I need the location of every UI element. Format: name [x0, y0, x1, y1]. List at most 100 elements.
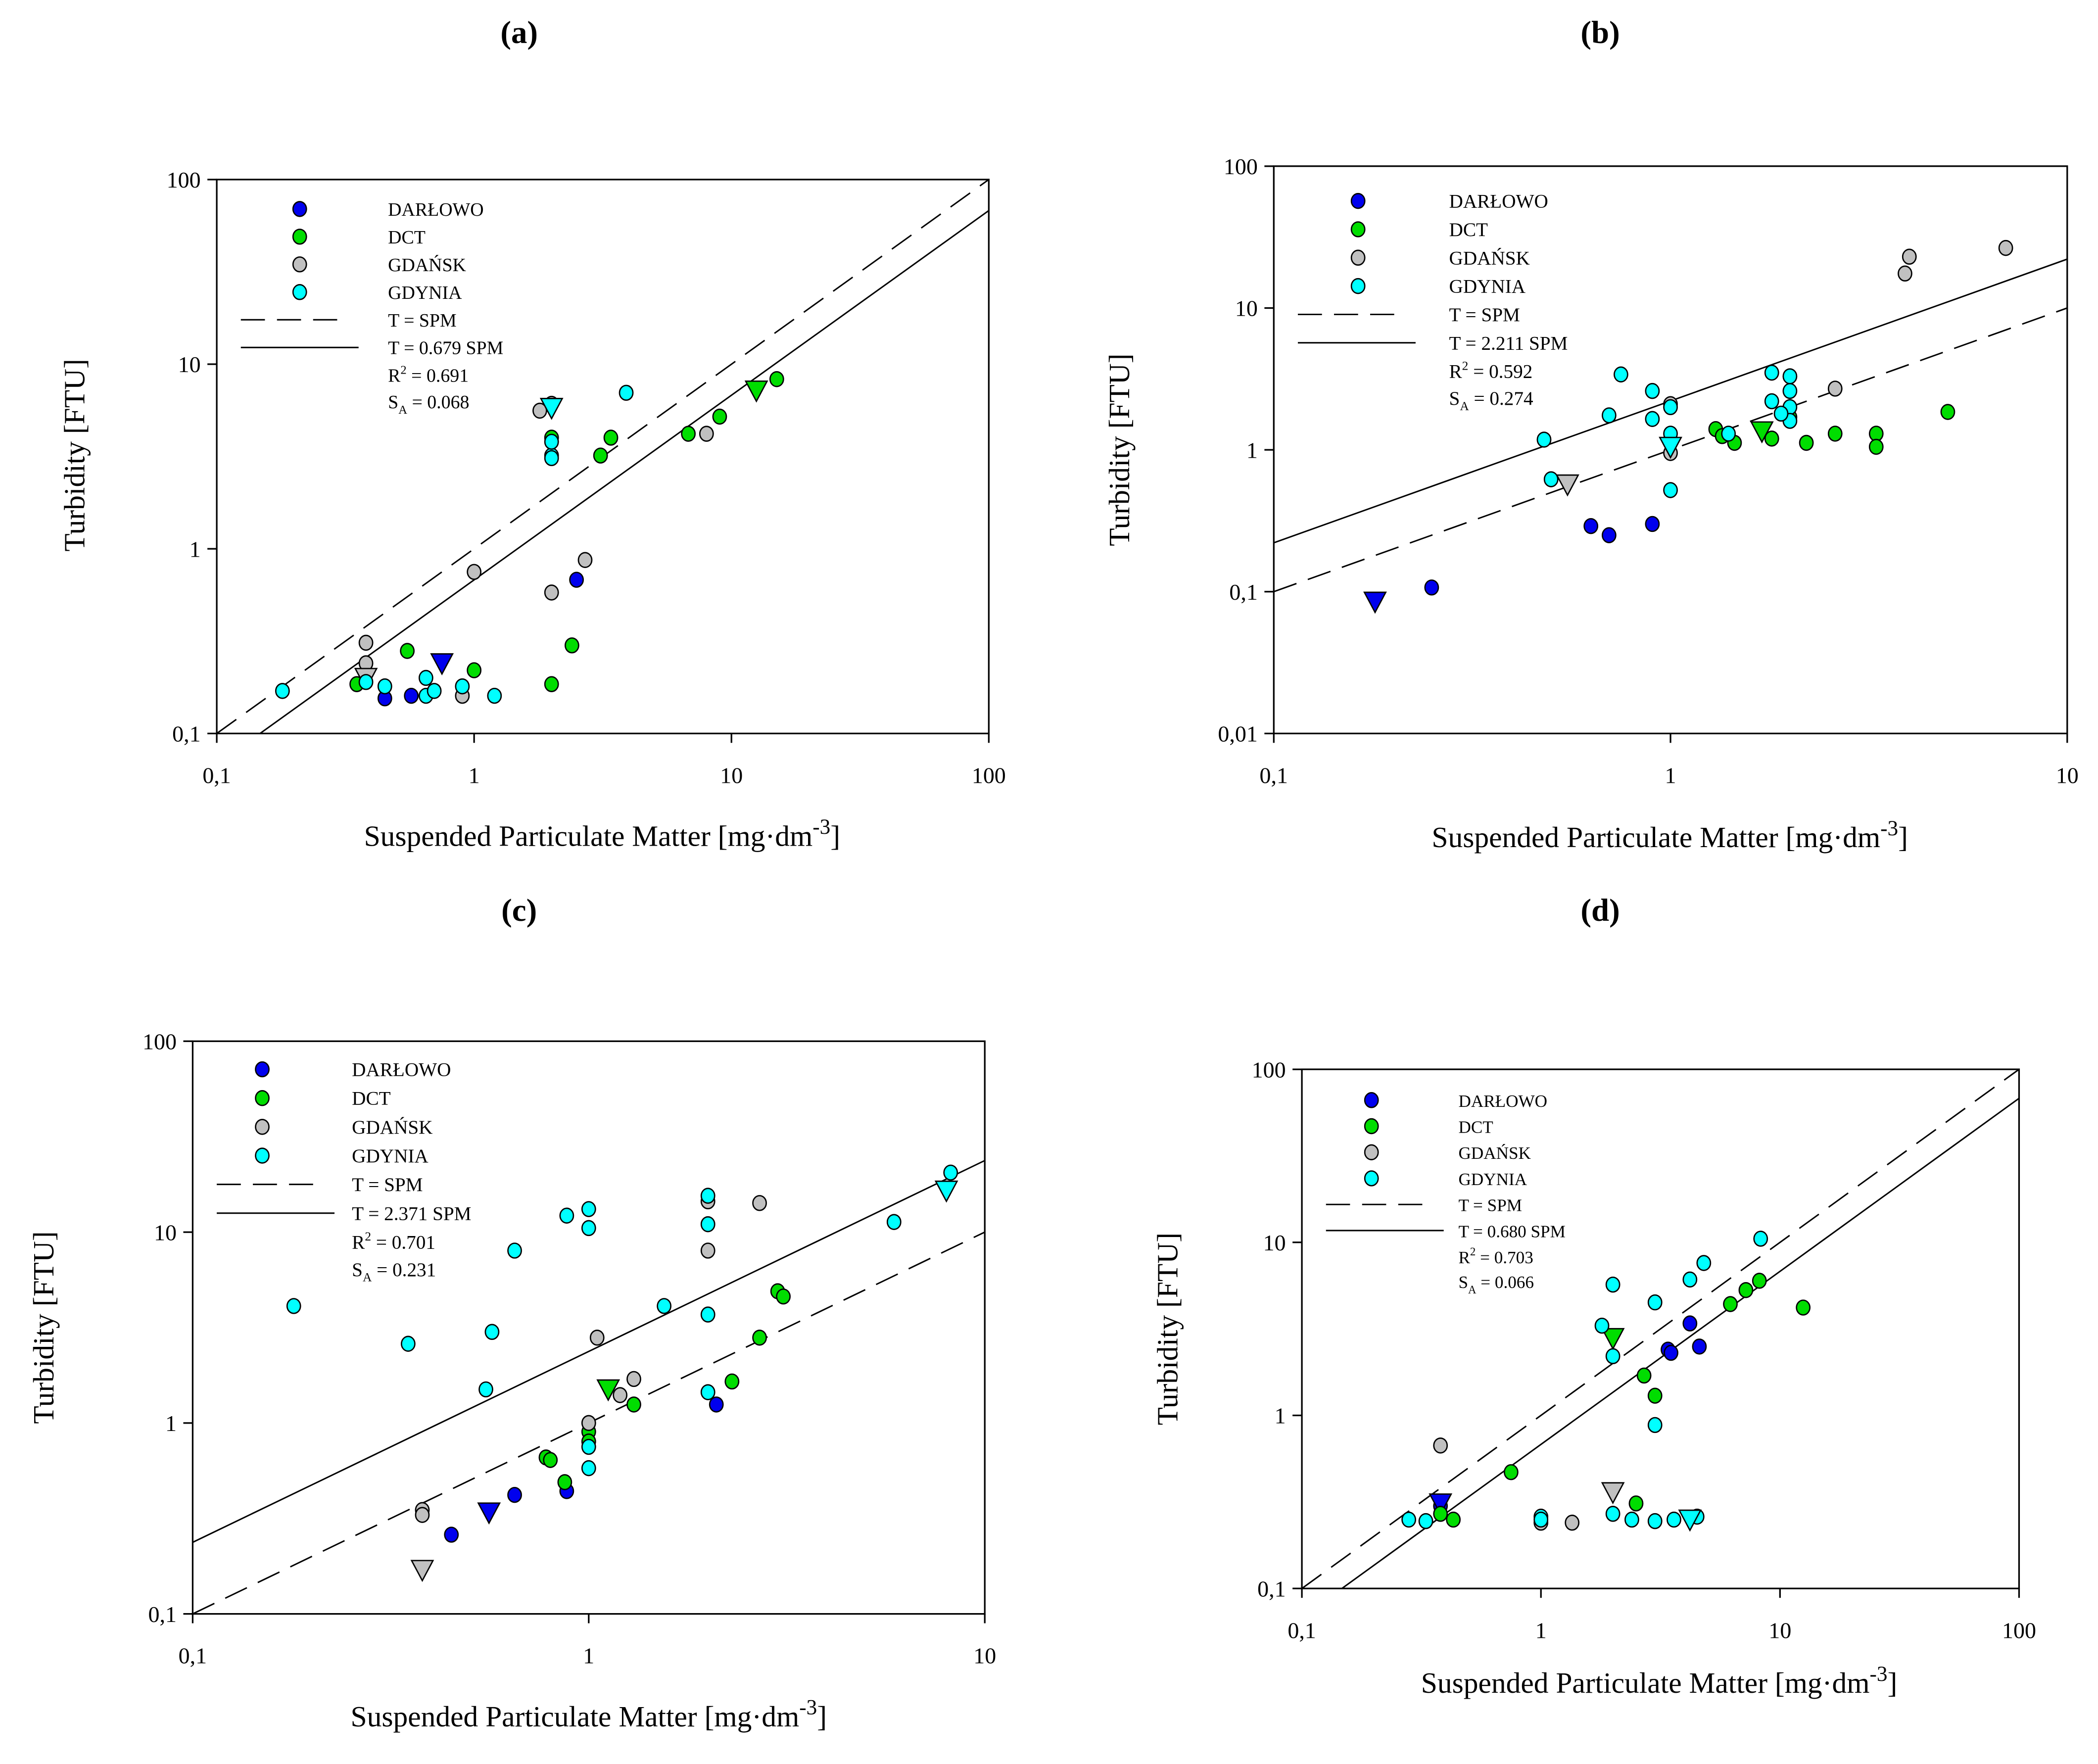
- mean-triangle-gdańsk: [1601, 1482, 1625, 1505]
- legend-marker: [1364, 1144, 1379, 1160]
- legend-label: GDYNIA: [1458, 1170, 1527, 1189]
- mean-triangle-darłowo: [477, 1502, 501, 1525]
- data-point-dct: [1503, 1464, 1519, 1480]
- legend-marker: [1350, 192, 1366, 209]
- x-tick-label: 0,1: [179, 1643, 207, 1669]
- data-point-dct: [400, 643, 415, 659]
- data-point-dct: [543, 1452, 558, 1468]
- data-point-gdańsk: [752, 1195, 767, 1211]
- data-point-gdańsk: [626, 1371, 641, 1387]
- mean-triangle-gdynia: [1659, 436, 1682, 459]
- x-tick-label: 1: [469, 763, 480, 788]
- data-point-gdańsk: [1998, 239, 2013, 256]
- data-point-gdynia: [1682, 1271, 1698, 1288]
- legend-label: T = 2.211 SPM: [1449, 333, 1568, 354]
- legend-marker: [1364, 1170, 1379, 1187]
- y-tick-label: 10: [1235, 296, 1258, 321]
- data-point-gdynia: [418, 669, 433, 686]
- r-squared-part: 2: [1462, 358, 1469, 373]
- legend-marker: [255, 1061, 270, 1078]
- mean-triangle-dct: [744, 380, 768, 403]
- legend: DARŁOWO DCT GDAŃSK GDYNIA T = SPM T = 0.680 S…: [1326, 1092, 1566, 1296]
- mean-triangle-gdynia: [539, 398, 564, 420]
- sa-part: = 0.066: [1476, 1273, 1533, 1292]
- legend-label: T = SPM: [1449, 304, 1520, 326]
- mean-triangle-gdynia: [1678, 1509, 1702, 1532]
- data-point-dct: [557, 1474, 572, 1490]
- data-point-dct: [1799, 434, 1814, 451]
- r-squared-part: = 0.701: [371, 1232, 435, 1253]
- mean-triangle-gdańsk: [410, 1560, 434, 1582]
- data-point-gdańsk: [1565, 1515, 1580, 1531]
- data-point-gdynia: [700, 1306, 715, 1323]
- regression-line: [258, 210, 989, 734]
- data-point-gdynia: [1647, 1294, 1663, 1311]
- data-point-gdynia: [581, 1460, 596, 1477]
- x-tick-label: 10: [973, 1643, 996, 1669]
- legend-label: DCT: [1458, 1118, 1493, 1137]
- plot-area: [192, 1160, 985, 1614]
- x-tick-label: 1: [583, 1643, 594, 1669]
- sa-label: SA = 0.068: [388, 392, 469, 417]
- legend-marker: [255, 1090, 270, 1106]
- data-point-dct: [1827, 426, 1843, 442]
- x-tick-label: 10: [2056, 763, 2079, 788]
- legend-label: T = SPM: [1458, 1196, 1522, 1215]
- data-point-gdynia: [478, 1381, 493, 1398]
- legend-label: DCT: [1449, 219, 1488, 240]
- data-point-gdynia: [455, 678, 470, 695]
- r-squared-part: = 0.691: [407, 366, 469, 386]
- legend-label: GDAŃSK: [1449, 247, 1530, 269]
- data-point-dct: [1723, 1296, 1738, 1312]
- data-point-gdynia: [1536, 431, 1552, 448]
- x-tick-label: 1: [1665, 763, 1676, 788]
- data-point-gdynia: [1594, 1317, 1610, 1334]
- legend: DARŁOWO DCT GDAŃSK GDYNIA T = SPM T = 2.211 S…: [1297, 191, 1568, 413]
- legend-marker: [292, 229, 307, 245]
- data-point-gdynia: [1782, 382, 1798, 399]
- legend-label: GDAŃSK: [388, 255, 466, 276]
- legend-label: GDYNIA: [352, 1145, 429, 1167]
- data-point-gdynia: [1645, 411, 1660, 427]
- y-tick-label: 100: [143, 1029, 177, 1054]
- data-point-gdynia: [1401, 1511, 1416, 1528]
- legend-label: DARŁOWO: [388, 199, 483, 220]
- data-point-gdynia: [1605, 1348, 1621, 1364]
- legend-marker: [1350, 249, 1366, 266]
- data-point-gdynia: [487, 687, 502, 704]
- data-point-dct: [1446, 1511, 1461, 1528]
- sa-label: SA = 0.274: [1449, 388, 1533, 413]
- sa-part: S: [1449, 388, 1460, 409]
- x-axis-label-end: ]: [817, 1700, 827, 1733]
- legend-marker: [1350, 278, 1366, 294]
- x-axis-label-sup: -3: [812, 815, 830, 839]
- panel-label: (d): [1580, 893, 1620, 928]
- y-axis-label: Turbidity [FTU]: [58, 359, 91, 551]
- data-point-gdynia: [559, 1207, 574, 1224]
- data-point-dct: [712, 408, 727, 425]
- data-point-gdynia: [400, 1335, 416, 1352]
- data-point-dct: [776, 1288, 791, 1305]
- x-axis-label-end: ]: [1888, 1667, 1898, 1699]
- data-point-dct: [1647, 1387, 1663, 1404]
- sa-part: A: [1460, 399, 1469, 413]
- data-point-dct: [724, 1373, 740, 1390]
- mean-triangle-darłowo: [1429, 1493, 1453, 1516]
- r-squared-part: R: [352, 1232, 365, 1253]
- sa-part: = 0.274: [1469, 388, 1533, 409]
- r-squared-part: R: [1458, 1248, 1470, 1267]
- data-point-dct: [1636, 1367, 1652, 1384]
- plot-area: [1274, 239, 2067, 614]
- data-point-gdańsk: [358, 634, 374, 651]
- data-point-dct: [1752, 1273, 1767, 1289]
- data-point-gdynia: [484, 1324, 500, 1340]
- data-point-gdańsk: [700, 1242, 715, 1259]
- legend-marker: [255, 1119, 270, 1135]
- legend: DARŁOWO DCT GDAŃSK GDYNIA T = SPM T = 2.371 S…: [217, 1059, 472, 1285]
- plot-frame: [1301, 1068, 2020, 1589]
- sa-part: S: [1458, 1273, 1468, 1292]
- r-squared-part: = 0.703: [1476, 1248, 1533, 1267]
- data-point-gdynia: [1782, 368, 1798, 384]
- x-axis-label-main: Suspended Particulate Matter [mg·dm: [1421, 1667, 1870, 1699]
- legend-label: GDYNIA: [1449, 276, 1526, 297]
